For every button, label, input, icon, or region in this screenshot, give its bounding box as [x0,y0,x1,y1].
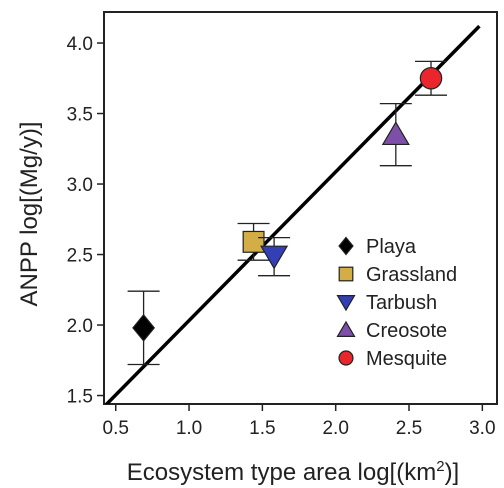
plot-frame [103,11,498,405]
data-point-grassland [237,222,270,261]
legend-label: Playa [366,236,417,258]
legend-entry-mesquite: Mesquite [338,348,447,370]
legend-marker [338,236,354,256]
point-marker [419,67,443,90]
y-tick-label: 3.5 [67,105,93,126]
regression-line [104,24,481,404]
legend-entry-playa: Playa [338,236,417,258]
legend-label: Creosote [366,320,447,342]
data-point-creosote [379,103,412,167]
point-marker [381,121,410,146]
point-marker [132,313,156,342]
legend-marker [336,295,356,312]
x-axis-label-end: )] [445,459,460,486]
legend-label: Tarbush [366,292,437,314]
y-axis-label: ANPP log[(Mg/y)] [16,122,43,307]
legend-marker [338,266,354,282]
x-tick-label: 1.0 [176,418,202,439]
fit-line-group [104,24,481,404]
legend-label: Grassland [366,264,457,286]
data-point-playa [127,290,160,366]
legend-label: Mesquite [366,348,447,370]
point-marker [260,245,289,270]
legend-marker [338,350,354,366]
legend-entry-tarbush: Tarbush [336,292,437,314]
x-axis-label-main: Ecosystem type area log[(km [127,459,436,486]
x-tick-label: 3.0 [469,418,495,439]
axis-ticks: 0.5 1.0 1.5 2.0 2.5 3.0 1.5 2.0 2.5 3.0 3.5 4.0 [67,34,496,439]
legend-marker [336,320,356,337]
data-point-tarbush [258,236,291,277]
y-tick-label: 2.5 [67,246,93,267]
data-point-mesquite [415,60,448,96]
legend-entry-grassland: Grassland [338,264,457,286]
y-tick-label: 1.5 [67,387,93,408]
data-points [127,60,448,366]
x-tick-label: 2.0 [322,418,348,439]
legend-entry-creosote: Creosote [336,320,447,342]
y-tick-label: 2.0 [67,316,93,337]
y-tick-label: 4.0 [67,34,93,55]
x-tick-label: 2.5 [396,418,422,439]
x-axis-label-superscript: 2 [436,458,444,475]
x-tick-label: 1.5 [249,418,275,439]
x-tick-label: 0.5 [103,418,129,439]
plot-area [103,11,498,405]
x-axis-label: Ecosystem type area log[(km2)] [127,458,459,486]
point-marker [242,230,265,253]
legend: Playa Grassland Tarbush Creosote Mesquite [336,236,457,370]
y-tick-label: 3.0 [67,175,93,196]
